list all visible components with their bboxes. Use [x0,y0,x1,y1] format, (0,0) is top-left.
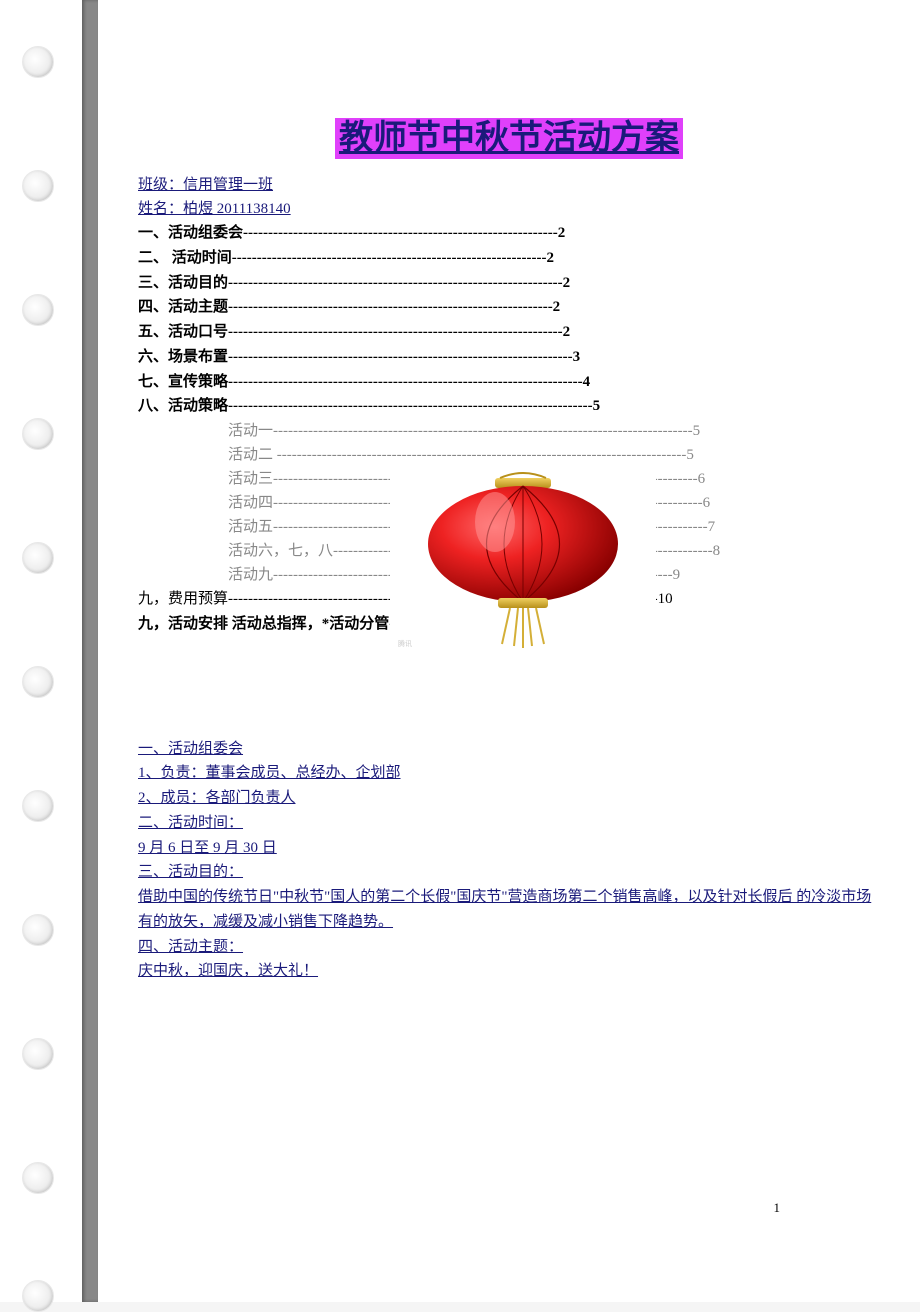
class-line: 班级：信用管理一班 [138,173,880,197]
lantern-image: 腾讯 [390,472,656,650]
name-line: 姓名：柏煜 2011138140 [138,197,880,221]
binder-hole [22,170,54,202]
toc-item: 八、活动策略----------------------------------… [138,394,880,419]
binder-hole [22,1038,54,1070]
body-line: 二、活动时间： [138,811,880,836]
toc-item: 三、活动目的----------------------------------… [138,271,880,296]
body-line: 一、活动组委会 [138,737,880,762]
body-line: 借助中国的传统节日"中秋节"国人的第二个长假"国庆节"营造商场第二个销售高峰，以… [138,885,880,935]
binder-hole [22,294,54,326]
body-line: 庆中秋，迎国庆，送大礼！ [138,959,880,984]
binder-hole [22,914,54,946]
body-line: 三、活动目的： [138,860,880,885]
toc-item: 二、 活动时间---------------------------------… [138,246,880,271]
body-line: 四、活动主题： [138,935,880,960]
toc-item: 五、活动口号----------------------------------… [138,320,880,345]
toc-item: 四、活动主题----------------------------------… [138,295,880,320]
binder-hole [22,1280,54,1312]
body-line: 2、成员：各部门负责人 [138,786,880,811]
binder-hole [22,790,54,822]
toc-item: 六、场景布置----------------------------------… [138,345,880,370]
page-number: 1 [774,1200,781,1216]
binder-hole [22,1162,54,1194]
binder-hole [22,542,54,574]
page-title: 教师节中秋节活动方案 [138,110,880,159]
toc-item: 一、活动组委会---------------------------------… [138,221,880,246]
binder-margin [0,0,82,1302]
body-content: 一、活动组委会 1、负责：董事会成员、总经办、企划部 2、成员：各部门负责人 二… [138,737,880,985]
sub-toc-item: 活动一-------------------------------------… [138,419,880,443]
title-text: 教师节中秋节活动方案 [335,118,683,159]
binder-hole [22,46,54,78]
binder-hole [22,666,54,698]
sub-toc-item: 活动二 ------------------------------------… [138,443,880,467]
document-page: 教师节中秋节活动方案 班级：信用管理一班 姓名：柏煜 2011138140 一、… [98,0,920,1302]
toc-item: 七、宣传策略----------------------------------… [138,370,880,395]
binder-spine [82,0,98,1302]
body-line: 1、负责：董事会成员、总经办、企划部 [138,761,880,786]
binder-hole [22,418,54,450]
body-line: 9 月 6 日至 9 月 30 日 [138,836,880,861]
svg-text:腾讯: 腾讯 [398,639,412,648]
